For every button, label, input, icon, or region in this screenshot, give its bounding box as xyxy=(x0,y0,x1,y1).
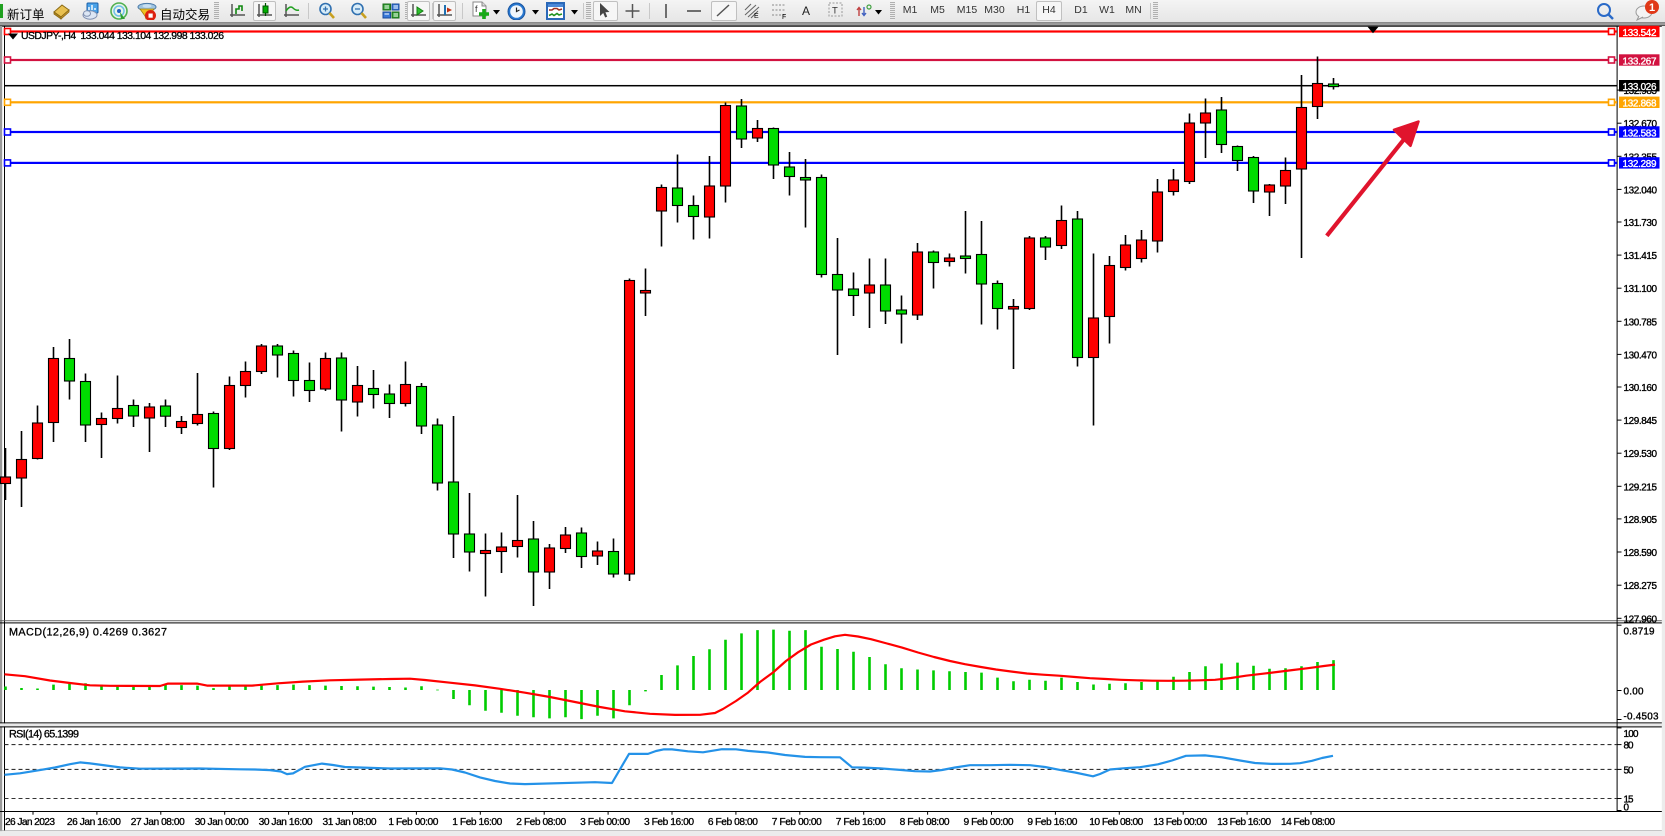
svg-text:7 Feb 00:00: 7 Feb 00:00 xyxy=(772,817,822,828)
svg-text:F: F xyxy=(782,14,786,20)
svg-text:129.530: 129.530 xyxy=(1624,449,1658,460)
svg-text:129.845: 129.845 xyxy=(1624,416,1658,427)
svg-text:3 Feb 16:00: 3 Feb 16:00 xyxy=(644,817,694,828)
svg-text:132.868: 132.868 xyxy=(1623,99,1658,110)
svg-text:10 Feb 08:00: 10 Feb 08:00 xyxy=(1089,817,1143,828)
svg-text:130.785: 130.785 xyxy=(1624,317,1658,328)
svg-text:127.960: 127.960 xyxy=(1624,614,1658,625)
svg-text:0.8719: 0.8719 xyxy=(1624,627,1656,638)
svg-text:131.100: 131.100 xyxy=(1624,284,1658,295)
svg-text:9 Feb 00:00: 9 Feb 00:00 xyxy=(964,817,1014,828)
svg-text:T: T xyxy=(832,6,838,17)
svg-text:RSI(14) 65.1399: RSI(14) 65.1399 xyxy=(9,728,79,740)
svg-text:133.267: 133.267 xyxy=(1623,56,1657,67)
svg-text:26 Jan 16:00: 26 Jan 16:00 xyxy=(67,817,121,828)
svg-text:50: 50 xyxy=(1624,765,1635,776)
svg-text:1 Feb 16:00: 1 Feb 16:00 xyxy=(452,817,502,828)
svg-text:132.040: 132.040 xyxy=(1624,185,1658,196)
svg-text:-0.4503: -0.4503 xyxy=(1624,712,1660,723)
svg-text:13 Feb 00:00: 13 Feb 00:00 xyxy=(1153,817,1207,828)
svg-text:MACD(12,26,9) 0.4269 0.3627: MACD(12,26,9) 0.4269 0.3627 xyxy=(9,626,167,638)
svg-text:2 Feb 08:00: 2 Feb 08:00 xyxy=(516,817,566,828)
svg-text:132.670: 132.670 xyxy=(1624,119,1658,130)
svg-text:30 Jan 16:00: 30 Jan 16:00 xyxy=(259,817,313,828)
svg-text:100: 100 xyxy=(1624,729,1640,740)
svg-text:131.730: 131.730 xyxy=(1624,218,1658,229)
svg-text:3 Feb 00:00: 3 Feb 00:00 xyxy=(580,817,630,828)
svg-text:132.289: 132.289 xyxy=(1623,159,1658,170)
svg-text:128.905: 128.905 xyxy=(1624,515,1658,526)
svg-text:132.583: 132.583 xyxy=(1623,128,1658,139)
svg-text:14 Feb 08:00: 14 Feb 08:00 xyxy=(1281,817,1335,828)
svg-text:133.542: 133.542 xyxy=(1623,28,1657,39)
svg-text:128.275: 128.275 xyxy=(1624,581,1658,592)
svg-text:f: f xyxy=(475,4,478,14)
svg-text:1: 1 xyxy=(1649,2,1655,14)
svg-text:0.00: 0.00 xyxy=(1624,687,1645,698)
svg-text:1 Feb 00:00: 1 Feb 00:00 xyxy=(388,817,438,828)
svg-text:130.160: 130.160 xyxy=(1624,383,1658,394)
svg-text:USDJPY-,H4 133.044 133.104 13: USDJPY-,H4 133.044 133.104 132.998 133.0… xyxy=(21,31,224,42)
svg-text:80: 80 xyxy=(1624,741,1635,752)
svg-text:15: 15 xyxy=(1624,795,1635,806)
svg-text:131.415: 131.415 xyxy=(1624,251,1658,262)
svg-text:129.215: 129.215 xyxy=(1624,482,1658,493)
svg-text:6 Feb 08:00: 6 Feb 08:00 xyxy=(708,817,758,828)
svg-text:26 Jan 2023: 26 Jan 2023 xyxy=(5,817,55,828)
svg-text:9 Feb 16:00: 9 Feb 16:00 xyxy=(1027,817,1077,828)
svg-text:130.470: 130.470 xyxy=(1624,350,1658,361)
svg-text:30 Jan 00:00: 30 Jan 00:00 xyxy=(195,817,249,828)
svg-text:128.590: 128.590 xyxy=(1624,548,1658,559)
svg-text:132.985: 132.985 xyxy=(1624,86,1658,97)
svg-text:31 Jan 08:00: 31 Jan 08:00 xyxy=(323,817,377,828)
svg-text:7 Feb 16:00: 7 Feb 16:00 xyxy=(836,817,886,828)
svg-text:13 Feb 16:00: 13 Feb 16:00 xyxy=(1217,817,1271,828)
svg-text:27 Jan 08:00: 27 Jan 08:00 xyxy=(131,817,185,828)
svg-text:8 Feb 08:00: 8 Feb 08:00 xyxy=(900,817,950,828)
svg-text:133.026: 133.026 xyxy=(1623,82,1658,93)
svg-text:E: E xyxy=(754,13,759,20)
svg-text:0: 0 xyxy=(1624,803,1630,814)
